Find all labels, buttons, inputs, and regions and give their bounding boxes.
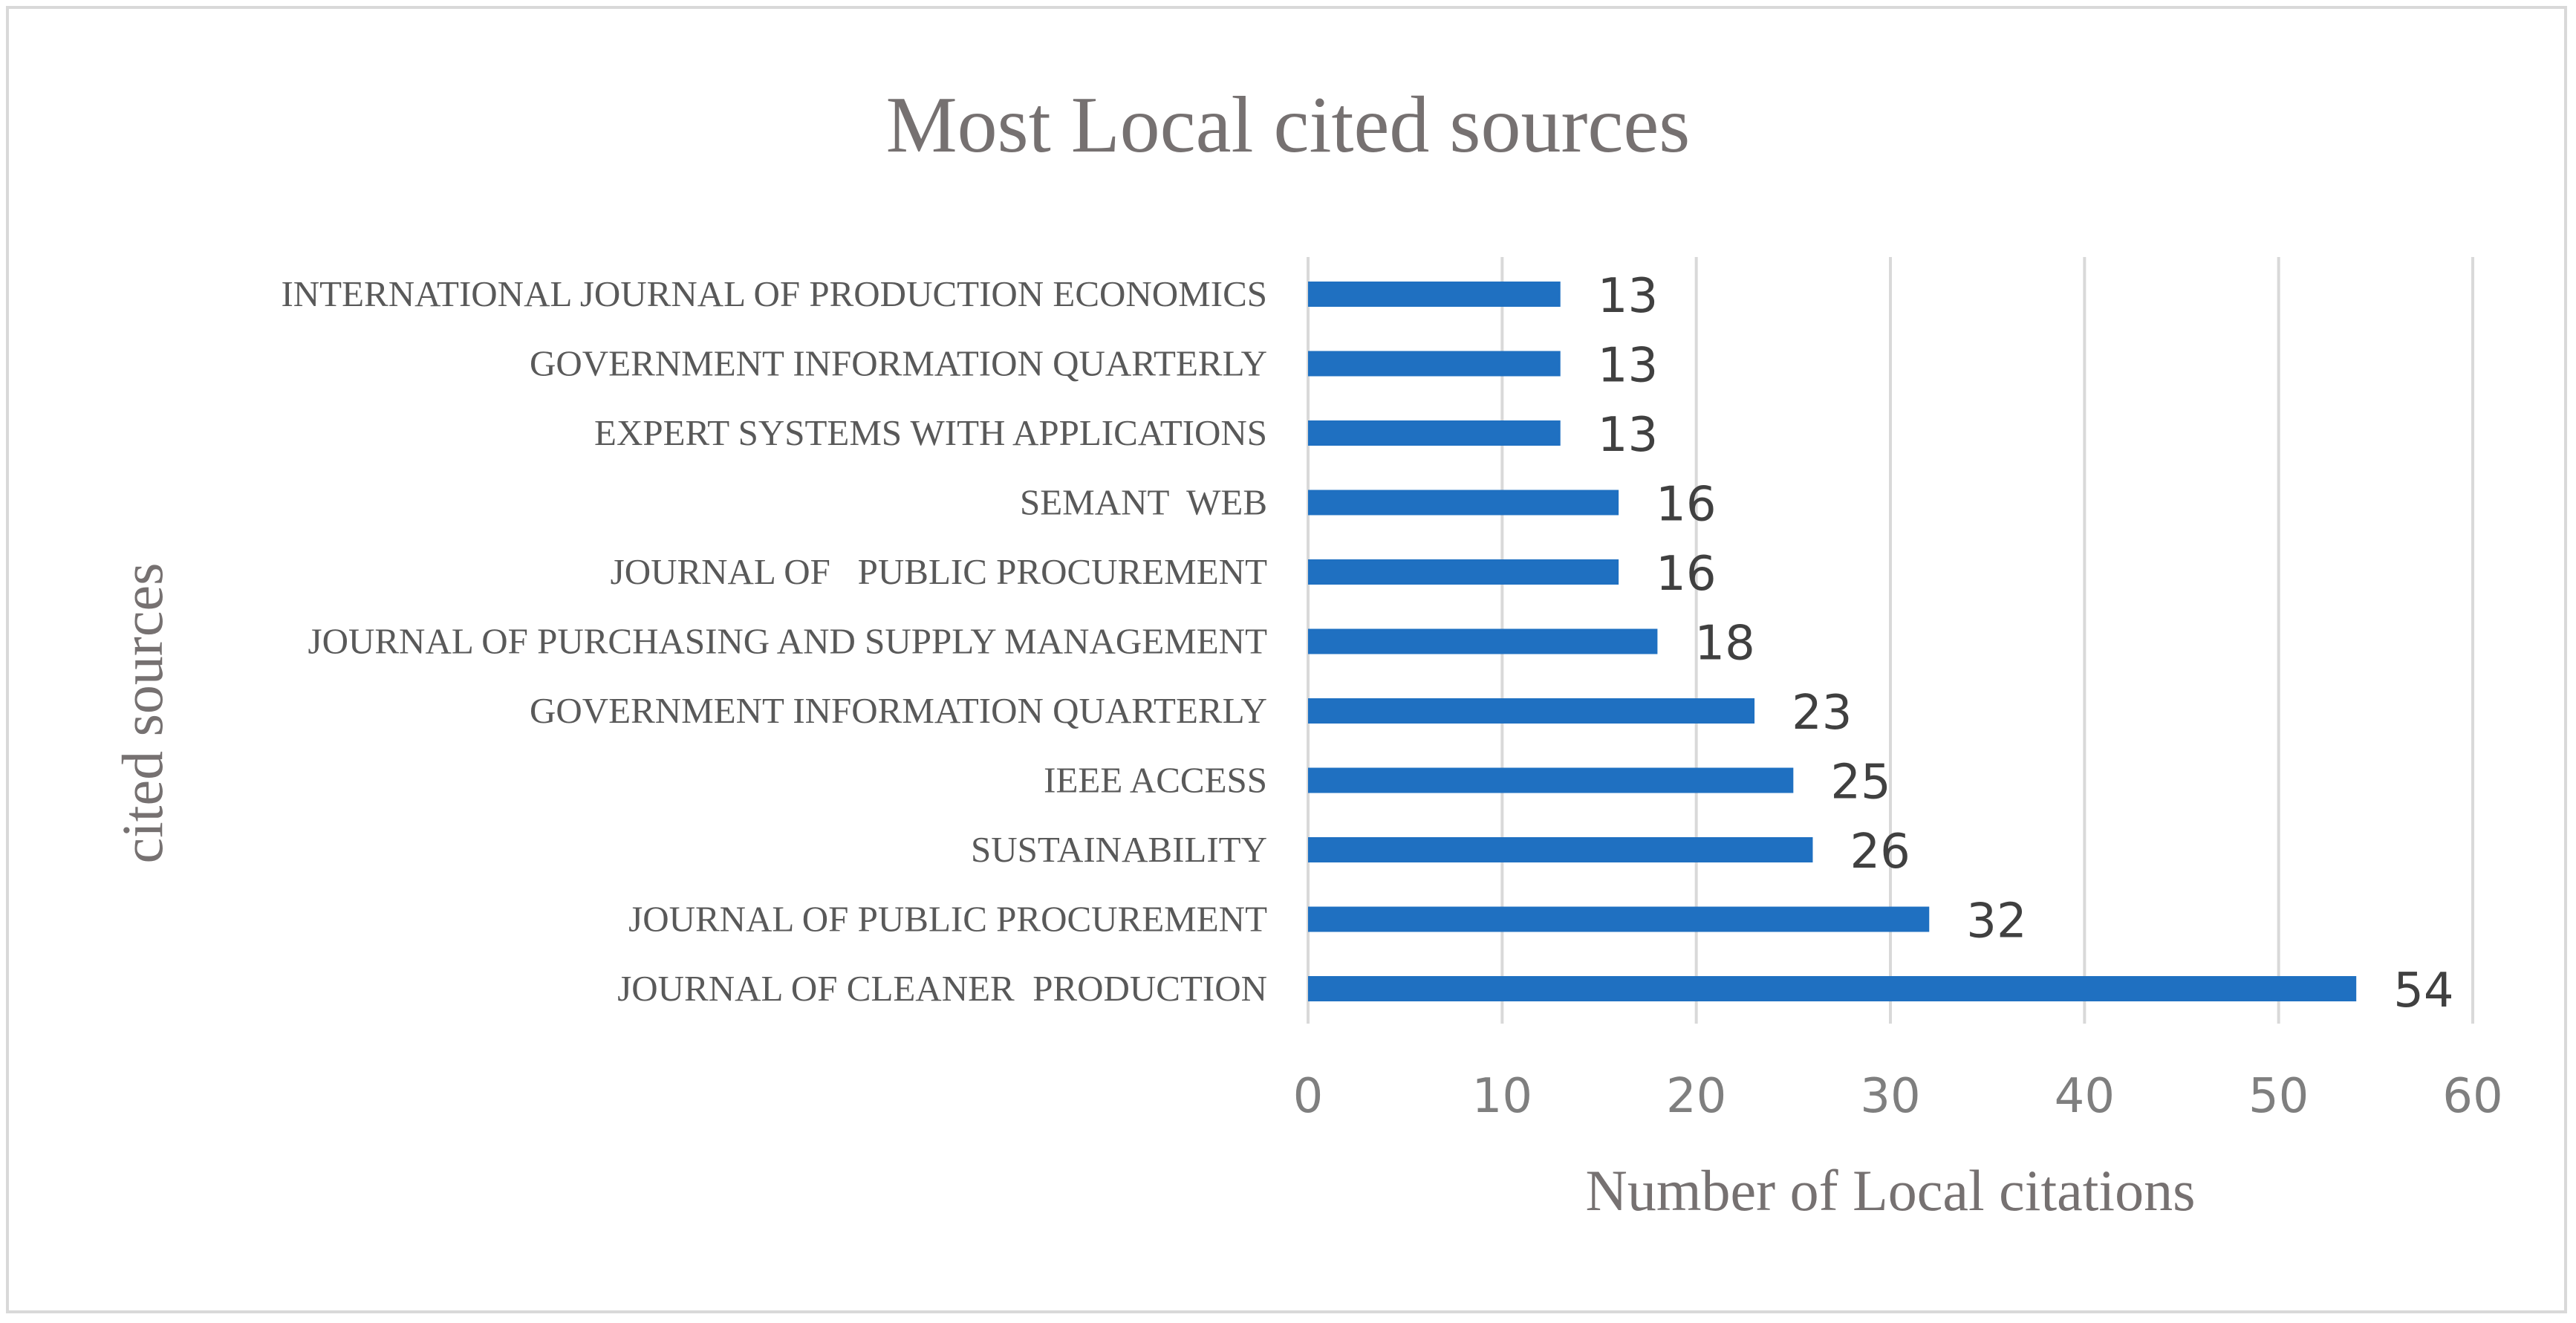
category-labels: INTERNATIONAL JOURNAL OF PRODUCTION ECON…	[281, 273, 1267, 1009]
bar	[1308, 490, 1619, 516]
x-tick-label: 60	[2442, 1069, 2502, 1124]
data-label: 13	[1598, 339, 1658, 394]
chart-title: Most Local cited sources	[886, 81, 1691, 169]
data-label: 26	[1850, 825, 1910, 880]
bar	[1308, 559, 1619, 585]
category-label: GOVERNMENT INFORMATION QUARTERLY	[530, 690, 1267, 731]
bar	[1308, 837, 1813, 862]
gridlines	[1307, 257, 2474, 1024]
x-tick-label: 40	[2055, 1069, 2115, 1124]
x-tick-labels: 0 10 20 30 40 50 60	[1293, 1069, 2503, 1124]
category-label: JOURNAL OF PUBLIC PROCUREMENT	[611, 551, 1267, 592]
x-tick-label: 30	[1860, 1069, 1920, 1124]
x-tick-label: 50	[2248, 1069, 2309, 1124]
data-label: 13	[1598, 269, 1658, 324]
category-label: GOVERNMENT INFORMATION QUARTERLY	[530, 343, 1267, 384]
bars	[1308, 282, 2357, 1001]
category-label: SEMANT WEB	[1020, 482, 1267, 523]
chart-frame	[6, 6, 2567, 1313]
data-label: 54	[2393, 963, 2453, 1018]
bar	[1308, 628, 1658, 654]
category-label: IEEE ACCESS	[1044, 760, 1267, 801]
data-label: 16	[1656, 478, 1716, 533]
bar	[1308, 698, 1755, 724]
data-label: 16	[1656, 547, 1716, 602]
bar	[1308, 976, 2357, 1001]
data-label: 23	[1792, 686, 1852, 741]
x-tick-label: 0	[1293, 1069, 1324, 1124]
bar	[1308, 906, 1930, 932]
bar	[1308, 767, 1794, 793]
category-label: EXPERT SYSTEMS WITH APPLICATIONS	[594, 412, 1267, 453]
x-tick-label: 20	[1666, 1069, 1726, 1124]
x-tick-label: 10	[1472, 1069, 1532, 1124]
x-axis-title: Number of Local citations	[1586, 1158, 2196, 1223]
bar	[1308, 351, 1561, 377]
data-label: 13	[1598, 408, 1658, 463]
data-label: 18	[1694, 617, 1754, 672]
data-labels: 13 13 13 16 16 18 23 25 26 32 54	[1598, 269, 2454, 1018]
y-axis-title: cited sources	[110, 562, 175, 863]
category-label: JOURNAL OF PUBLIC PROCUREMENT	[628, 899, 1267, 940]
data-label: 25	[1830, 755, 1890, 810]
bar	[1308, 282, 1561, 307]
category-label: SUSTAINABILITY	[971, 829, 1267, 870]
category-label: JOURNAL OF PURCHASING AND SUPPLY MANAGEM…	[308, 621, 1268, 662]
category-label: INTERNATIONAL JOURNAL OF PRODUCTION ECON…	[281, 273, 1267, 314]
data-label: 32	[1966, 894, 2026, 949]
bar	[1308, 420, 1561, 446]
category-label: JOURNAL OF CLEANER PRODUCTION	[617, 968, 1267, 1009]
